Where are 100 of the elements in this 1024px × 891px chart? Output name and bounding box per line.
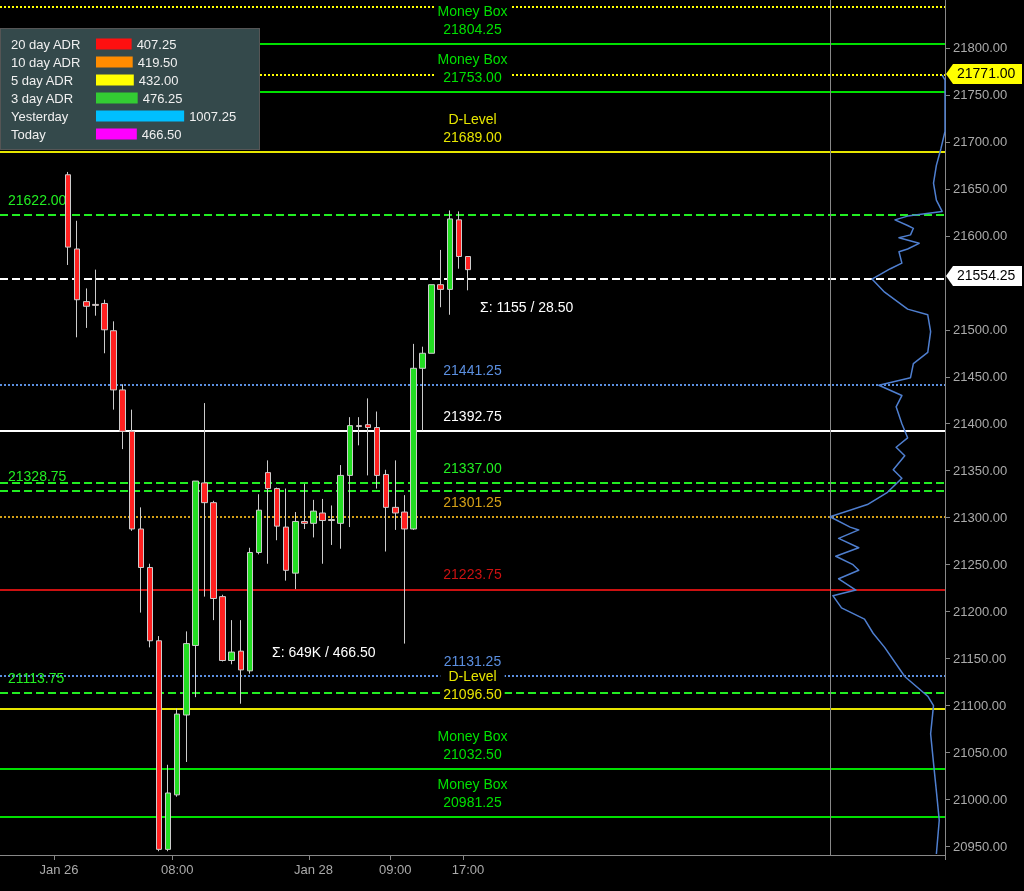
candlestick	[92, 269, 99, 317]
data-label: 407.25	[136, 36, 177, 52]
candlestick	[265, 459, 271, 565]
ref-line-label: Money Box 21804.25	[437, 2, 508, 37]
candlestick	[247, 547, 253, 675]
y-tick-label: 21500.00	[953, 322, 1008, 338]
ref-line-label: 21328.75	[8, 467, 67, 484]
candlestick	[365, 397, 371, 476]
candlestick	[238, 619, 244, 705]
candlestick	[465, 256, 471, 291]
candlestick	[65, 171, 71, 266]
data-label: 1007.25	[189, 108, 237, 124]
x-tick-label: 08:00	[160, 862, 194, 877]
data-label: 476.25	[142, 90, 183, 106]
bar	[96, 74, 134, 86]
bar	[96, 92, 138, 104]
candlestick	[74, 220, 80, 338]
text: 21771.00	[957, 65, 1016, 81]
candlestick	[101, 299, 108, 354]
candlestick	[165, 764, 171, 852]
candlestick	[374, 411, 380, 490]
candlestick	[83, 287, 90, 329]
candlestick	[219, 594, 226, 662]
y-tick-label: Yesterday	[11, 108, 69, 124]
candlestick	[428, 284, 435, 354]
ref-line-label: 21392.75	[443, 407, 502, 424]
text: 21554.25	[957, 267, 1016, 283]
bar	[96, 56, 133, 68]
candlestick	[192, 480, 199, 698]
y-tick-label: 21100.00	[953, 698, 1007, 714]
y-tick-label: 21350.00	[953, 463, 1008, 479]
candlestick	[174, 707, 180, 798]
ref-line-label: 21337.00	[443, 459, 502, 476]
candlestick	[201, 402, 208, 598]
data-label: 419.50	[137, 54, 178, 70]
candlestick	[356, 416, 362, 446]
x-tick-label: Jan 26	[39, 862, 79, 877]
candlestick	[110, 320, 117, 411]
candlestick	[138, 506, 144, 614]
data-label: 466.50	[141, 126, 182, 142]
y-tick-label: 21450.00	[953, 369, 1008, 385]
y-tick-label: 5 day ADR	[11, 72, 74, 88]
candlestick	[156, 635, 162, 852]
ref-line-label: D-Level 21689.00	[443, 111, 502, 146]
y-tick-label: 21750.00	[953, 87, 1008, 103]
ref-line-label: Money Box 20981.25	[437, 776, 508, 811]
ref-line-label: 21622.00	[8, 192, 67, 209]
data-label: 432.00	[138, 72, 179, 88]
candlestick	[437, 249, 444, 308]
candlestick	[319, 498, 326, 565]
candlestick	[301, 483, 308, 530]
y-tick-label: 20950.00	[953, 839, 1008, 855]
candlestick	[283, 488, 289, 582]
annotation: Σ: 649K / 466.50	[272, 644, 376, 660]
y-tick-label: 3 day ADR	[11, 90, 74, 106]
candlestick	[183, 630, 190, 763]
candlestick	[210, 500, 217, 621]
ref-line-label: 21113.75	[8, 669, 65, 686]
bar	[96, 128, 137, 140]
candlestick	[228, 619, 235, 665]
candlestick	[256, 493, 262, 555]
ref-line-label: 21131.25	[443, 653, 502, 670]
ref-line-label: Money Box 21753.00	[437, 51, 508, 86]
candlestick	[292, 511, 299, 590]
candlestick	[328, 504, 335, 546]
candlestick	[274, 487, 280, 541]
candlestick	[401, 494, 408, 645]
y-tick-label: 21400.00	[953, 416, 1008, 432]
ref-line-label: 21441.25	[443, 361, 502, 378]
candlestick	[447, 209, 453, 316]
candlestick	[147, 563, 153, 648]
y-tick-label: 21600.00	[953, 228, 1008, 244]
y-tick-label: 21650.00	[953, 181, 1008, 197]
candlestick	[383, 469, 389, 553]
x-tick-label: Jan 28	[293, 862, 334, 877]
candlestick	[129, 409, 135, 532]
y-tick-label: 21300.00	[953, 510, 1008, 526]
ref-line-label: Money Box 21032.50	[437, 728, 508, 763]
x-tick-label: 09:00	[378, 862, 412, 877]
y-tick-label: 21800.00	[953, 40, 1008, 56]
candlestick	[337, 464, 344, 550]
ref-line-label: 21301.25	[443, 493, 502, 510]
candlestick	[347, 416, 353, 528]
y-tick-label: 21000.00	[953, 792, 1008, 808]
y-tick-label: 10 day ADR	[11, 54, 81, 70]
y-tick-label: 21250.00	[953, 557, 1008, 573]
ref-line-label: D-Level 21096.50	[443, 667, 502, 702]
bar	[96, 110, 185, 122]
x-tick-label: 17:00	[451, 862, 485, 877]
annotation: Σ: 1155 / 28.50	[480, 299, 574, 315]
ref-line-label: 21223.75	[443, 566, 502, 583]
candlestick	[392, 459, 399, 531]
bar	[96, 38, 132, 50]
y-tick-label: 21700.00	[953, 134, 1008, 150]
y-tick-label: Today	[11, 126, 47, 142]
candlestick	[456, 210, 462, 270]
y-tick-label: 21200.00	[953, 604, 1008, 620]
y-tick-label: 21150.00	[953, 651, 1007, 667]
candlestick	[410, 343, 417, 531]
candlestick	[419, 346, 426, 431]
